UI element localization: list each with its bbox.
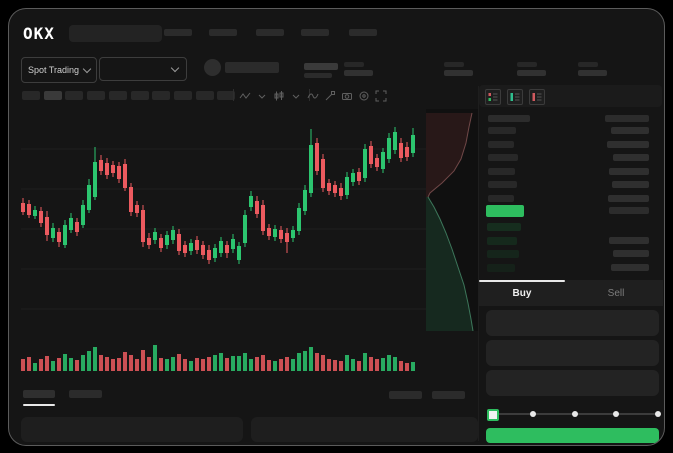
stat-label-redacted [578,62,598,67]
timeframe-button[interactable] [44,91,62,100]
chevron-down-icon[interactable] [290,89,302,101]
nav-item-redacted[interactable] [209,29,237,36]
stat-value-redacted [578,70,607,76]
nav-item-redacted[interactable] [256,29,284,36]
last-price-badge[interactable] [486,205,524,217]
pair-name-redacted [225,62,279,73]
timeframe-button[interactable] [196,91,214,100]
slider-handle[interactable] [487,409,499,421]
book-bids-icon[interactable] [507,89,523,105]
depth-chart[interactable] [426,109,478,332]
timeframe-button[interactable] [131,91,149,100]
ask-price-redacted[interactable] [488,181,517,188]
orderbook-toolbar [479,85,662,107]
slider-stop[interactable] [613,411,620,417]
last-amount-redacted [609,207,649,214]
search-input[interactable] [69,25,162,42]
timeframe-button[interactable] [109,91,127,100]
market-type-label: Spot Trading [27,65,80,75]
total-input[interactable] [486,370,659,396]
timeframe-button[interactable] [174,91,192,100]
bottom-tab-active-redacted[interactable] [23,390,55,398]
nav-item-redacted[interactable] [301,29,329,36]
market-type-selector[interactable]: Spot Trading [21,57,97,83]
tab-sell[interactable]: Sell [607,288,625,299]
timeframe-button[interactable] [22,91,40,100]
bottom-action-redacted[interactable] [432,391,465,399]
chevron-down-icon[interactable] [256,89,268,101]
ask-amount-redacted[interactable] [609,167,649,175]
ask-amount-redacted[interactable] [607,140,649,148]
buy-submit-button[interactable] [486,428,659,443]
bottom-tab-redacted[interactable] [69,390,102,398]
coin-avatar [204,59,221,76]
bid-price-redacted[interactable] [487,263,515,272]
bid-amount-redacted[interactable] [613,250,649,257]
slider-stop[interactable] [529,411,536,417]
ask-price-redacted[interactable] [488,194,514,202]
nav-item-redacted[interactable] [164,29,192,36]
bottom-action-redacted[interactable] [389,391,422,399]
ask-amount-redacted[interactable] [612,181,649,188]
wave-icon[interactable] [307,89,319,101]
timeframe-button[interactable] [217,91,235,100]
bid-price-redacted[interactable] [487,223,521,231]
stat-value-redacted [444,70,473,76]
bid-price-redacted[interactable] [487,250,519,258]
slider-stop[interactable] [655,411,661,417]
book-header-price-redacted [488,115,530,122]
timeframe-button[interactable] [152,91,170,100]
chevron-down-icon [82,64,92,73]
book-header-amount-redacted [605,115,649,122]
timeframe-button[interactable] [87,91,105,100]
active-tab-indicator [479,280,565,282]
bid-amount-redacted[interactable] [611,263,649,271]
ask-amount-redacted[interactable] [613,154,649,161]
stat-value-redacted [517,70,546,76]
price-change-redacted [304,73,332,78]
last-price-redacted [304,63,338,70]
stat-label-redacted [444,62,464,67]
order-history-panel-redacted [251,417,478,442]
nav-item-redacted[interactable] [349,29,377,36]
bottom-tab-indicator [23,404,55,406]
stat-value-redacted [344,70,373,76]
ask-price-redacted[interactable] [488,140,514,148]
candles-icon[interactable] [273,89,285,101]
amount-input[interactable] [486,340,659,366]
bid-amount-redacted[interactable] [609,236,649,244]
ask-price-redacted[interactable] [488,127,516,134]
ask-amount-redacted[interactable] [608,194,649,202]
ask-price-redacted[interactable] [488,154,518,161]
panel-divider [478,86,479,441]
price-input[interactable] [486,310,659,336]
target-icon[interactable] [358,89,370,101]
slider-stop[interactable] [571,411,578,417]
order-form-tabs: Buy Sell [479,280,663,306]
bid-price-redacted[interactable] [487,236,517,245]
book-combined-icon[interactable] [485,89,501,105]
pair-selector[interactable] [99,57,187,81]
tab-buy[interactable]: Buy [512,288,532,299]
app-window: OKX Spot Trading [8,8,665,446]
fullscreen-icon[interactable] [375,89,387,102]
okx-logo[interactable]: OKX [23,24,55,43]
open-orders-panel-redacted [21,417,243,442]
book-asks-icon[interactable] [529,89,545,105]
candlestick-chart[interactable] [21,109,427,375]
stat-label-redacted [517,62,537,67]
timeframe-button[interactable] [65,91,83,100]
stat-label-redacted [344,62,364,67]
zigzag-icon[interactable] [239,89,251,101]
ask-price-redacted[interactable] [488,167,515,175]
ask-amount-redacted[interactable] [611,127,649,134]
camera-icon[interactable] [341,89,353,101]
chevron-down-icon [170,63,180,72]
brush-icon[interactable] [324,89,336,101]
